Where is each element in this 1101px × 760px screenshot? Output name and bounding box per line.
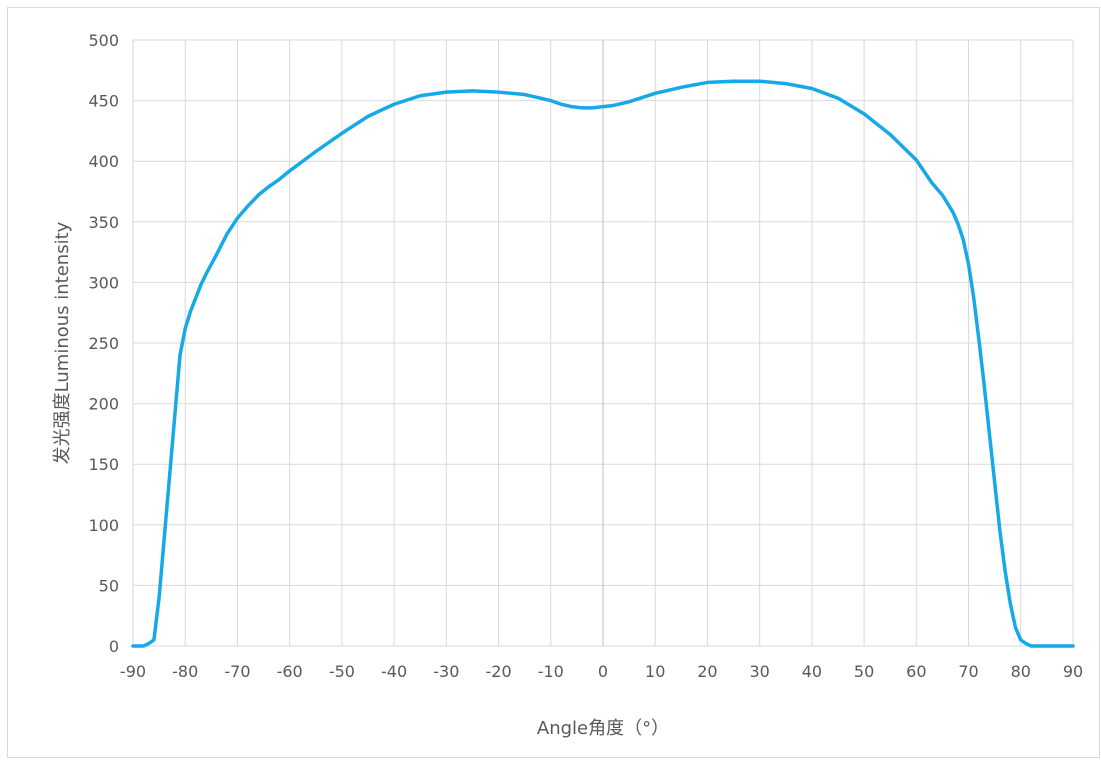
y-tick-label: 350 — [88, 213, 119, 232]
x-tick-label: 30 — [749, 662, 769, 681]
x-tick-labels: -90 -80 -70 -60 -50 -40 -30 -20 -10 0 10 20 30 40 50 60… — [120, 662, 1083, 681]
x-tick-label: -90 — [120, 662, 146, 681]
x-tick-label: -20 — [485, 662, 511, 681]
series-line — [131, 79, 1075, 648]
x-tick-label: 60 — [906, 662, 926, 681]
x-tick-label: -10 — [538, 662, 564, 681]
chart-frame — [7, 7, 1100, 758]
y-tick-label: 200 — [88, 395, 119, 414]
x-tick-label: 70 — [958, 662, 978, 681]
y-tick-label: 150 — [88, 455, 119, 474]
x-tick-label: 10 — [645, 662, 665, 681]
x-tick-label: 0 — [598, 662, 608, 681]
y-tick-labels: 0 50 100 150 200 250 300 350 400 450 500 — [88, 31, 119, 656]
x-tick-label: 80 — [1011, 662, 1031, 681]
y-tick-label: 50 — [99, 576, 119, 595]
y-axis-title: 发光强度Luminous intensity — [52, 221, 73, 464]
x-tick-label: -50 — [329, 662, 355, 681]
x-tick-label: 50 — [854, 662, 874, 681]
x-tick-label: -30 — [433, 662, 459, 681]
x-tick-label: -70 — [224, 662, 250, 681]
x-tick-label: 40 — [802, 662, 822, 681]
y-tick-label: 400 — [88, 152, 119, 171]
x-tick-label: 90 — [1063, 662, 1083, 681]
x-tick-label: -40 — [381, 662, 407, 681]
y-tick-label: 450 — [88, 92, 119, 111]
y-tick-label: 100 — [88, 516, 119, 535]
y-tick-label: 0 — [109, 637, 119, 656]
x-tick-label: -80 — [172, 662, 198, 681]
x-axis-title: Angle角度（°） — [537, 718, 669, 739]
x-tick-label: 20 — [697, 662, 717, 681]
y-tick-label: 500 — [88, 31, 119, 50]
grid-lines — [132, 39, 1074, 647]
x-tick-label: -60 — [277, 662, 303, 681]
y-tick-label: 250 — [88, 334, 119, 353]
y-tick-label: 300 — [88, 273, 119, 292]
plot-lines — [131, 79, 1075, 648]
